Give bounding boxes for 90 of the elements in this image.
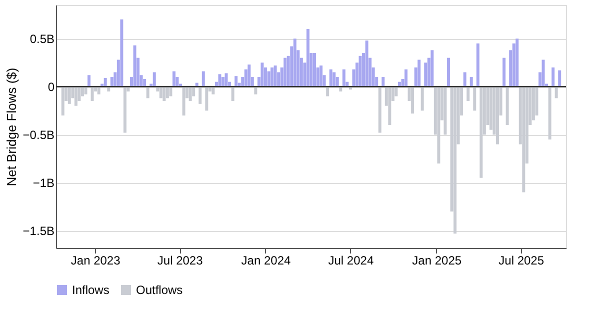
bar: [84, 86, 88, 94]
bar: [342, 69, 346, 87]
bar: [90, 86, 94, 102]
bar: [146, 86, 150, 98]
bar: [267, 71, 270, 87]
bar: [270, 67, 274, 87]
bar: [382, 77, 385, 87]
bar: [548, 86, 552, 140]
bar: [358, 56, 362, 87]
bar: [248, 64, 251, 87]
bar: [404, 69, 408, 87]
bar: [88, 75, 91, 87]
x-tick-label: Jul 2023: [157, 254, 204, 268]
legend-label: Inflows: [72, 283, 110, 297]
bar: [218, 74, 222, 87]
bar: [506, 86, 509, 126]
bar: [329, 69, 332, 87]
bar: [133, 45, 136, 87]
bar: [143, 78, 146, 87]
bar: [326, 86, 330, 96]
bar: [293, 38, 296, 87]
bar: [444, 86, 447, 135]
bar: [120, 19, 124, 87]
bar: [205, 86, 208, 111]
x-tick-label: Jan 2025: [412, 254, 462, 268]
bar: [454, 86, 457, 234]
bar: [260, 62, 264, 87]
bar: [558, 70, 562, 87]
bar: [274, 66, 277, 87]
bar: [166, 86, 169, 98]
bar: [516, 38, 519, 87]
bar: [107, 86, 110, 92]
bar: [437, 86, 440, 164]
bar: [476, 43, 480, 87]
bar: [473, 86, 476, 111]
bar: [68, 86, 71, 104]
bar: [74, 86, 78, 106]
y-axis-title: Net Bridge Flows ($): [4, 68, 19, 186]
bar: [502, 58, 506, 87]
bar: [313, 53, 316, 87]
bar: [172, 71, 176, 87]
bar: [365, 40, 368, 87]
bar: [339, 86, 342, 92]
x-tick-label: Jan 2024: [241, 254, 291, 268]
bar: [552, 67, 555, 87]
bar: [231, 86, 234, 102]
y-tick-label: −0.5B: [22, 128, 54, 142]
bar: [463, 72, 466, 87]
x-tick-label: Jul 2024: [328, 254, 374, 268]
bar: [542, 60, 545, 87]
bar: [496, 86, 500, 144]
bar: [306, 29, 310, 87]
bar: [159, 86, 162, 98]
bar: [104, 78, 107, 87]
bar: [332, 72, 336, 87]
bar: [212, 86, 215, 94]
bar: [320, 66, 323, 87]
bar: [123, 86, 126, 133]
bar: [470, 77, 473, 87]
bar: [152, 72, 156, 87]
bar: [202, 71, 205, 87]
bar: [198, 86, 202, 104]
legend-label: Outflows: [136, 283, 183, 297]
bar: [430, 50, 434, 87]
bar: [169, 86, 172, 96]
x-tick-label: Jul 2025: [498, 254, 544, 268]
bar: [234, 76, 238, 87]
bar: [446, 58, 450, 87]
bar: [222, 77, 224, 87]
bar: [480, 86, 483, 178]
bar: [554, 86, 558, 98]
bar: [420, 86, 424, 111]
bar: [254, 86, 258, 94]
y-tick-label: −1B: [32, 176, 54, 190]
bar: [522, 86, 526, 192]
bar: [418, 60, 421, 87]
bar: [61, 86, 64, 116]
y-tick-label: 0: [48, 80, 55, 94]
bar: [97, 86, 100, 94]
y-tick-label: 0.5B: [30, 32, 54, 46]
bar: [188, 86, 192, 102]
x-tick-label: Jan 2023: [70, 254, 121, 268]
y-tick-label: −1.5B: [22, 224, 54, 238]
bar: [284, 58, 287, 87]
bar: [224, 73, 228, 87]
bar: [388, 86, 392, 126]
bar: [378, 86, 382, 133]
bar: [411, 86, 414, 114]
bar: [182, 86, 186, 116]
bar: [466, 86, 470, 102]
